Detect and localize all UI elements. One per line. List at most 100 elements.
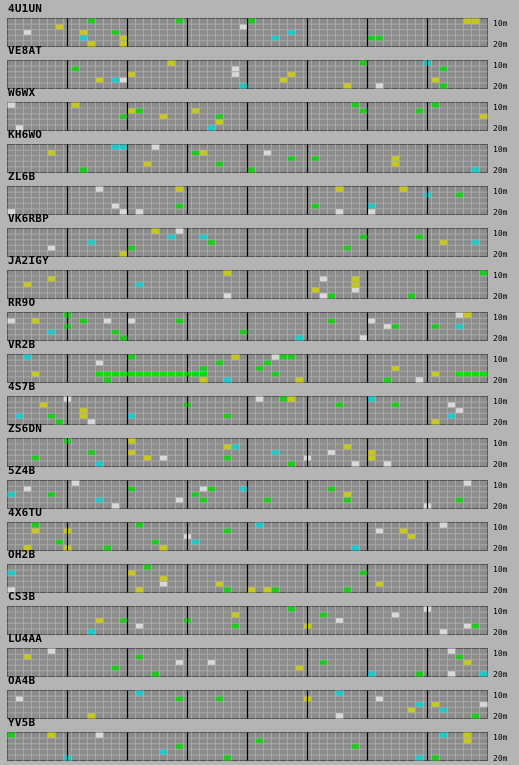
station-callsign: 4X6TU bbox=[8, 506, 43, 519]
signal-spot bbox=[415, 670, 424, 677]
band-label-10m: 10m bbox=[493, 565, 508, 574]
signal-spot bbox=[391, 402, 400, 408]
signal-spot bbox=[463, 738, 472, 744]
signal-spot bbox=[215, 161, 224, 167]
signal-spot bbox=[247, 166, 256, 173]
signal-spot bbox=[135, 690, 144, 697]
signal-spot bbox=[175, 497, 184, 503]
band-label-10m: 10m bbox=[493, 145, 508, 154]
signal-spot bbox=[271, 371, 280, 377]
signal-spot bbox=[351, 460, 360, 467]
signal-spot bbox=[295, 665, 304, 671]
signal-spot bbox=[15, 696, 24, 702]
band-time-grid bbox=[7, 690, 488, 719]
signal-spot bbox=[271, 586, 280, 593]
signal-spot bbox=[95, 732, 104, 739]
signal-spot bbox=[359, 234, 368, 240]
signal-spot bbox=[439, 628, 448, 635]
signal-spot bbox=[255, 522, 264, 529]
signal-spot bbox=[143, 564, 152, 571]
band-label-20m: 20m bbox=[493, 166, 508, 175]
signal-spot bbox=[191, 108, 200, 114]
signal-spot bbox=[87, 239, 96, 246]
signal-spot bbox=[199, 376, 208, 383]
station-row: VR2B 10m 20m bbox=[0, 339, 519, 385]
signal-spot bbox=[367, 318, 376, 324]
signal-spot bbox=[159, 455, 168, 461]
signal-spot bbox=[207, 659, 216, 666]
station-row: CS3B 10m 20m bbox=[0, 591, 519, 637]
signal-spot bbox=[79, 29, 88, 36]
station-row: VE8AT 10m 20m bbox=[0, 45, 519, 91]
station-callsign: YV5B bbox=[8, 716, 36, 729]
signal-spot bbox=[471, 239, 480, 246]
signal-spot bbox=[7, 318, 16, 324]
signal-spot bbox=[335, 186, 344, 193]
band-label-20m: 20m bbox=[493, 40, 508, 49]
signal-spot bbox=[431, 102, 440, 109]
signal-spot bbox=[79, 35, 88, 41]
band-time-grid bbox=[7, 102, 488, 131]
band-label-20m: 20m bbox=[493, 376, 508, 385]
signal-spot bbox=[95, 77, 104, 83]
band-label-20m: 20m bbox=[493, 124, 508, 133]
signal-spot bbox=[159, 749, 168, 755]
signal-spot bbox=[111, 502, 120, 509]
signal-spot bbox=[343, 491, 352, 498]
signal-spot bbox=[143, 161, 152, 167]
signal-spot bbox=[287, 354, 296, 361]
signal-spot bbox=[479, 670, 488, 677]
signal-spot bbox=[263, 497, 272, 503]
signal-spot bbox=[223, 754, 232, 761]
signal-spot bbox=[47, 413, 56, 419]
signal-spot bbox=[71, 102, 80, 109]
station-row: ZS6DN 10m 20m bbox=[0, 422, 519, 469]
signal-spot bbox=[103, 318, 112, 324]
signal-spot bbox=[335, 690, 344, 697]
signal-spot bbox=[135, 623, 144, 629]
signal-spot bbox=[223, 292, 232, 299]
signal-spot bbox=[207, 486, 216, 492]
signal-spot bbox=[287, 460, 296, 467]
signal-spot bbox=[279, 396, 288, 403]
signal-spot bbox=[231, 66, 240, 72]
signal-spot bbox=[287, 29, 296, 36]
signal-spot bbox=[343, 586, 352, 593]
band-label-20m: 20m bbox=[493, 82, 508, 91]
signal-spot bbox=[127, 245, 136, 251]
signal-spot bbox=[471, 623, 480, 629]
station-row: ZL6B 10m 20m bbox=[0, 171, 519, 217]
signal-spot bbox=[471, 371, 480, 377]
band-time-grid bbox=[7, 732, 488, 761]
signal-spot bbox=[271, 449, 280, 456]
signal-spot bbox=[455, 371, 464, 377]
signal-spot bbox=[135, 522, 144, 529]
signal-spot bbox=[119, 208, 128, 215]
signal-spot bbox=[87, 712, 96, 719]
station-row: JA2IGY 10m 20m bbox=[0, 255, 519, 301]
band-label-10m: 10m bbox=[493, 481, 508, 490]
signal-spot bbox=[327, 318, 336, 324]
station-row: OH2B 10m 20m bbox=[0, 549, 519, 595]
signal-spot bbox=[367, 35, 376, 41]
signal-spot bbox=[47, 276, 56, 282]
signal-spot bbox=[47, 245, 56, 251]
band-label-10m: 10m bbox=[493, 271, 508, 280]
signal-spot bbox=[119, 113, 128, 120]
signal-spot bbox=[447, 670, 456, 677]
signal-spot bbox=[351, 102, 360, 109]
signal-spot bbox=[287, 155, 296, 162]
signal-spot bbox=[287, 606, 296, 613]
signal-spot bbox=[95, 617, 104, 624]
signal-spot bbox=[415, 754, 424, 761]
signal-spot bbox=[399, 528, 408, 534]
signal-spot bbox=[367, 208, 376, 215]
signal-spot bbox=[191, 491, 200, 498]
station-row: RR9O 10m 20m bbox=[0, 297, 519, 343]
signal-spot bbox=[159, 113, 168, 120]
station-callsign: W6WX bbox=[8, 86, 36, 99]
signal-spot bbox=[135, 208, 144, 215]
signal-spot bbox=[239, 24, 248, 30]
station-callsign: ZS6DN bbox=[8, 422, 43, 435]
signal-spot bbox=[135, 108, 144, 114]
